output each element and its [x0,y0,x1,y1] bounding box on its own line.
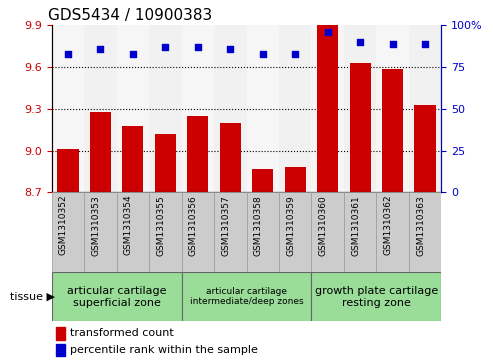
Text: GSM1310357: GSM1310357 [221,195,230,256]
Bar [52,25,84,192]
Bar [220,123,241,192]
Bar [246,25,279,192]
Text: GSM1310360: GSM1310360 [318,195,328,256]
Text: GDS5434 / 10900383: GDS5434 / 10900383 [48,8,212,23]
Bar [312,272,441,321]
Bar [317,25,338,192]
Point [421,41,429,47]
Text: tissue ▶: tissue ▶ [10,292,55,302]
Bar [279,192,312,272]
Text: GSM1310353: GSM1310353 [91,195,101,256]
Point [161,44,169,50]
Point [129,51,137,57]
Point [388,41,396,47]
Text: GSM1310355: GSM1310355 [156,195,165,256]
Point [194,44,202,50]
Bar [284,167,306,192]
Bar [415,105,435,192]
Bar [117,192,149,272]
Bar [58,149,78,192]
Text: GSM1310363: GSM1310363 [416,195,425,256]
Bar [350,63,371,192]
Text: articular cartilage
superficial zone: articular cartilage superficial zone [67,286,167,307]
Bar [382,69,403,192]
Bar [56,343,66,356]
Bar [181,192,214,272]
Bar [409,25,441,192]
Point [324,29,332,35]
Bar [344,25,376,192]
Text: GSM1310362: GSM1310362 [384,195,392,256]
Bar [312,25,344,192]
Text: GSM1310356: GSM1310356 [189,195,198,256]
Bar [279,25,312,192]
Text: GSM1310358: GSM1310358 [254,195,263,256]
Bar [155,134,176,192]
Point [259,51,267,57]
Text: articular cartilage
intermediate/deep zones: articular cartilage intermediate/deep zo… [190,287,303,306]
Text: GSM1310352: GSM1310352 [59,195,68,256]
Bar [52,272,181,321]
Bar [376,25,409,192]
Bar [409,192,441,272]
Text: GSM1310361: GSM1310361 [351,195,360,256]
Bar [187,116,209,192]
Bar [122,126,143,192]
Bar [84,192,117,272]
Point [291,51,299,57]
Text: transformed count: transformed count [70,329,174,338]
Point [64,51,72,57]
Bar [376,192,409,272]
Bar [312,192,344,272]
Text: growth plate cartilage
resting zone: growth plate cartilage resting zone [315,286,438,307]
Point [97,46,105,52]
Point [356,39,364,45]
Bar [246,192,279,272]
Text: GSM1310359: GSM1310359 [286,195,295,256]
Bar [214,192,246,272]
Bar [181,272,312,321]
Text: GSM1310354: GSM1310354 [124,195,133,256]
Bar [252,169,273,192]
Bar [56,327,66,340]
Bar [214,25,246,192]
Bar [90,112,111,192]
Bar [149,25,181,192]
Point [226,46,234,52]
Bar [181,25,214,192]
Bar [84,25,117,192]
Bar [344,192,376,272]
Bar [117,25,149,192]
Bar [52,192,84,272]
Text: percentile rank within the sample: percentile rank within the sample [70,345,258,355]
Bar [149,192,181,272]
